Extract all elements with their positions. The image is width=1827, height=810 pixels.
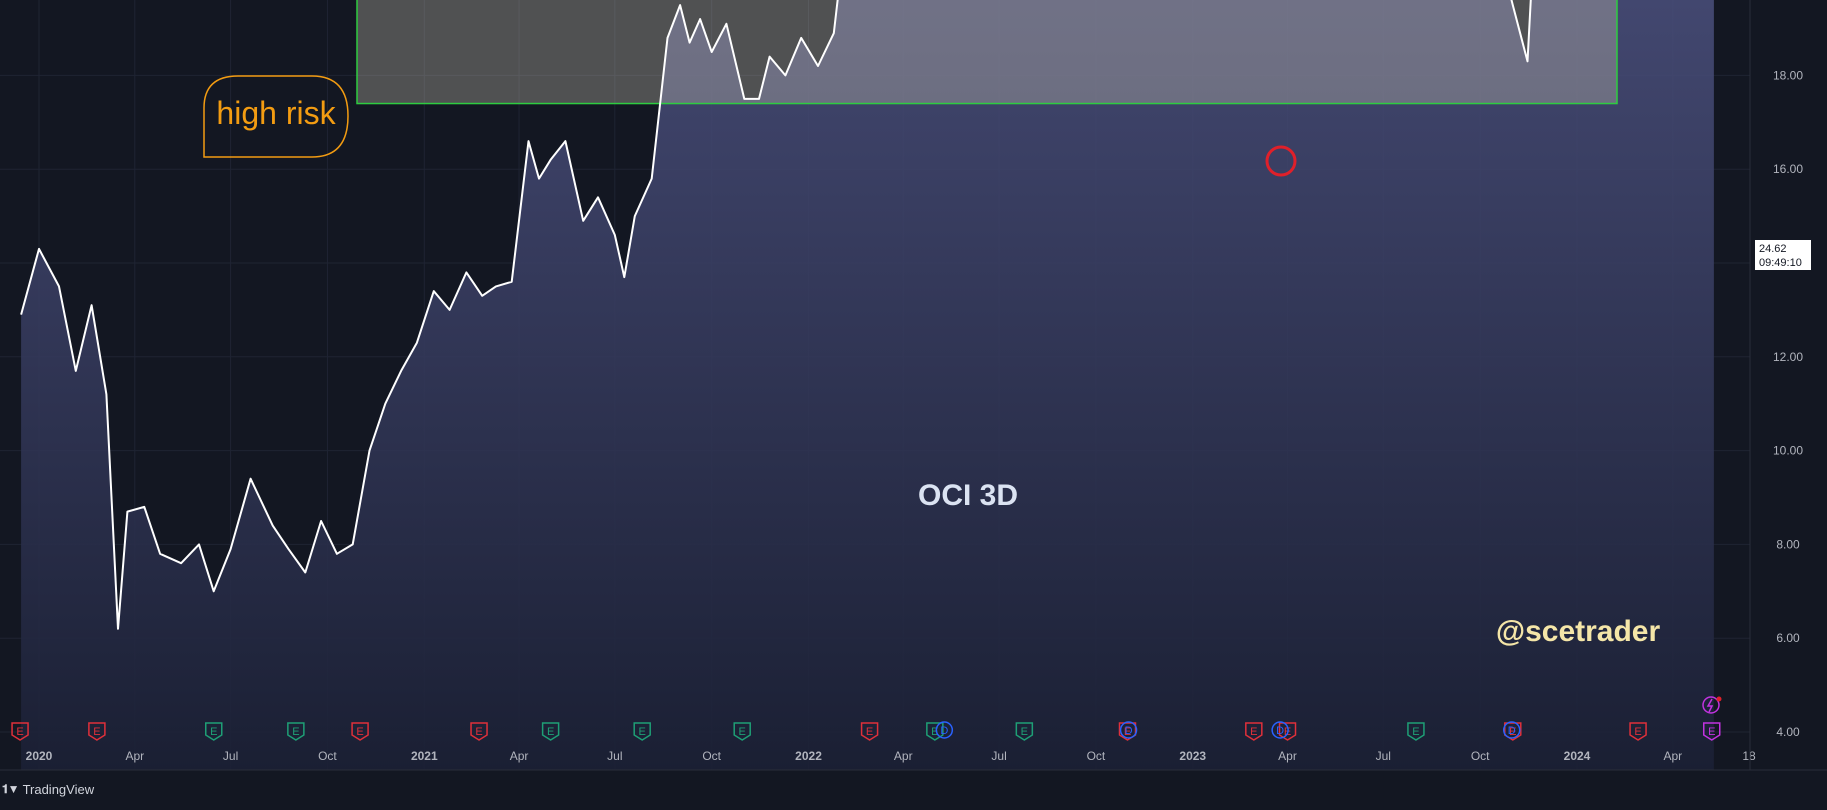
earnings-marker[interactable]: E	[204, 722, 223, 741]
marker-circle[interactable]	[1265, 145, 1297, 177]
earnings-marker-label: E	[866, 726, 873, 738]
dividend-marker-label: D	[1125, 725, 1133, 737]
dividend-marker[interactable]: D	[1502, 721, 1521, 739]
x-tick-label: Jul	[607, 749, 622, 763]
earnings-marker[interactable]: E	[860, 722, 879, 741]
event-markers: E E E E E E E E E E E E E E E E E E ED D D D	[11, 721, 1721, 741]
time-axis[interactable]: 2020 Apr Jul Oct 2021 Apr Jul Oct 2022 Apr Jul Oct 2…	[26, 749, 1756, 763]
earnings-marker-label: E	[16, 726, 23, 738]
x-tick-label: Jul	[223, 749, 238, 763]
earnings-marker[interactable]: E	[470, 722, 488, 741]
earnings-marker-label: E	[1708, 726, 1715, 738]
earnings-marker-label: E	[475, 726, 482, 738]
x-tick-label: Jul	[991, 749, 1006, 763]
earnings-marker[interactable]: E	[1703, 722, 1721, 741]
earnings-marker-label: E	[1250, 726, 1257, 738]
earnings-marker[interactable]: E	[88, 722, 106, 741]
earnings-marker-label: E	[210, 726, 217, 738]
price-line[interactable]	[20, 0, 1714, 630]
earnings-marker-label: E	[547, 726, 554, 738]
x-tick-label: Apr	[510, 749, 529, 763]
earnings-marker-label: E	[1509, 726, 1516, 738]
dividend-marker-label: D	[940, 725, 948, 737]
x-tick-label: 2024	[1564, 749, 1591, 763]
earnings-marker-label: E	[292, 726, 299, 738]
countdown-timer: 09:49:10	[1759, 257, 1802, 269]
x-tick-label: 2020	[26, 749, 53, 763]
last-price: 24.62	[1759, 243, 1787, 255]
earnings-marker[interactable]: E	[1407, 722, 1425, 741]
high-risk-annotation[interactable]: high risk	[203, 75, 349, 158]
chart-title: OCI 3D	[918, 479, 1018, 512]
x-tick-label: Oct	[318, 749, 337, 763]
x-tick-label: 2022	[795, 749, 822, 763]
earnings-marker-label: E	[1124, 726, 1131, 738]
price-axis[interactable]: 34.0032.0030.0028.0026.0024.0022.0020.00…	[1773, 0, 1803, 739]
y-tick-label: 10.00	[1773, 444, 1803, 458]
earnings-marker[interactable]: E	[1629, 722, 1647, 741]
earnings-marker[interactable]: E	[733, 722, 751, 741]
x-tick-label: Apr	[894, 749, 913, 763]
dividend-marker[interactable]: D	[1271, 721, 1289, 739]
earnings-marker[interactable]: E	[351, 722, 369, 741]
x-tick-label: Apr	[125, 749, 144, 763]
alert-icon[interactable]	[1702, 696, 1722, 714]
price-area-fill	[21, 0, 1714, 770]
x-tick-label: Oct	[1471, 749, 1490, 763]
x-tick-label: 2023	[1179, 749, 1206, 763]
tradingview-logo[interactable]: 𝟏▼ TradingView	[2, 780, 94, 798]
earnings-marker[interactable]: E	[633, 722, 651, 741]
earnings-marker-label: E	[1634, 726, 1641, 738]
earnings-marker-label: E	[356, 726, 363, 738]
y-tick-label: 4.00	[1776, 725, 1800, 739]
earnings-marker-label: E	[93, 726, 100, 738]
watermark: @scetrader	[1496, 615, 1661, 648]
last-price-badge: 24.62 09:49:10	[1755, 240, 1811, 270]
earnings-marker[interactable]: E	[1015, 722, 1034, 741]
y-tick-label: 12.00	[1773, 350, 1803, 364]
dividend-marker-label: D	[1508, 725, 1516, 737]
support-zone[interactable]	[356, 0, 1618, 105]
x-tick-label: Oct	[1087, 749, 1106, 763]
x-tick-label: Oct	[702, 749, 721, 763]
y-tick-label: 16.00	[1773, 162, 1803, 176]
x-tick-label: Apr	[1663, 749, 1682, 763]
earnings-marker[interactable]: E	[11, 722, 29, 741]
y-tick-label: 18.00	[1773, 68, 1803, 82]
earnings-marker-label: E	[931, 726, 938, 738]
dividend-marker[interactable]: D	[935, 721, 954, 739]
x-tick-label: Apr	[1278, 749, 1297, 763]
brand-label: TradingView	[22, 781, 95, 797]
y-tick-label: 6.00	[1776, 631, 1800, 645]
earnings-marker[interactable]: E	[1245, 722, 1263, 741]
x-tick-label: Jul	[1376, 749, 1391, 763]
earnings-marker-label: E	[739, 726, 746, 738]
y-tick-label: 8.00	[1776, 537, 1800, 551]
earnings-marker[interactable]: E	[287, 722, 305, 741]
earnings-marker-label: E	[1021, 726, 1028, 738]
earnings-marker-label: E	[639, 726, 646, 738]
dividend-marker-label: D	[1276, 725, 1284, 737]
earnings-marker[interactable]: E	[541, 722, 560, 741]
annotation-text: high risk	[216, 95, 336, 131]
x-tick-label: 18	[1742, 749, 1756, 763]
x-tick-label: 2021	[411, 749, 438, 763]
dividend-marker[interactable]: D	[1119, 721, 1138, 739]
earnings-marker-label: E	[1412, 726, 1419, 738]
tradingview-icon: 𝟏▼	[2, 781, 20, 796]
